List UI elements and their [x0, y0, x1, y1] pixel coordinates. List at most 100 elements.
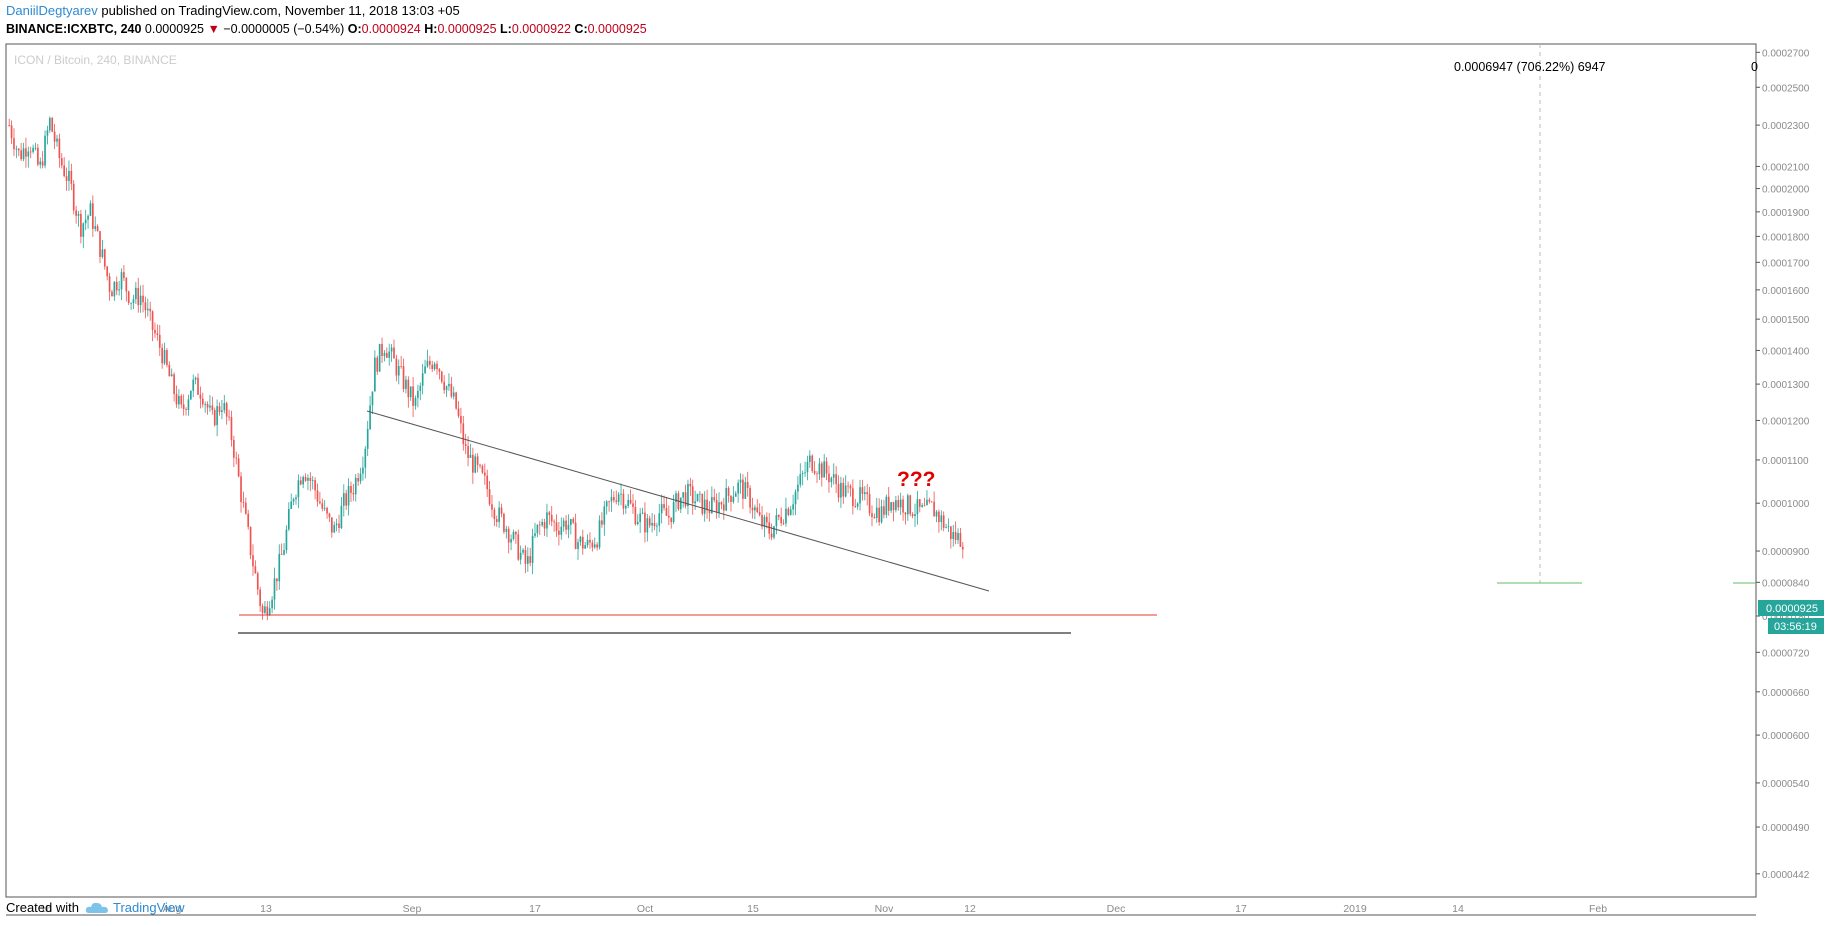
x-tick-label: 13	[260, 903, 272, 915]
candle-body	[734, 493, 737, 497]
candle-body	[106, 266, 109, 277]
footer: Created with TradingView	[6, 900, 185, 915]
candle-body	[837, 483, 840, 498]
candle-body	[345, 493, 348, 506]
candle-body	[178, 395, 180, 405]
candle-body	[715, 500, 718, 513]
candle-body	[204, 404, 207, 405]
candle-body	[302, 477, 305, 485]
candle-body	[51, 117, 54, 132]
candle-body	[689, 483, 692, 487]
tradingview-brand: TradingView	[112, 900, 185, 915]
candle-body	[503, 513, 505, 532]
y-tick-label: 0.0000540	[1762, 779, 1810, 790]
candle-body	[732, 496, 735, 502]
candle-body	[237, 458, 240, 477]
candle-body	[374, 357, 376, 392]
candle-body	[828, 473, 830, 483]
candle-body	[70, 170, 73, 184]
candle-body	[41, 161, 44, 166]
candle-body	[297, 480, 300, 498]
tradingview-link[interactable]: TradingView	[85, 900, 185, 915]
candle-body	[921, 505, 924, 507]
author-link[interactable]: DaniilDegtyarev	[6, 3, 98, 18]
candle-body	[476, 456, 479, 465]
down-arrow-icon: ▼	[207, 22, 220, 36]
candle-body	[928, 499, 931, 502]
y-tick-label: 0.0001000	[1762, 499, 1810, 510]
candle-body	[182, 404, 185, 410]
candle-body	[639, 513, 641, 522]
candle-body	[161, 347, 163, 364]
candle-body	[223, 403, 226, 411]
candle-body	[615, 500, 618, 502]
candle-body	[431, 364, 434, 370]
candle-body	[283, 550, 285, 555]
candle-body	[687, 483, 689, 507]
candle-body	[158, 334, 161, 348]
y-tick-label: 0.0001300	[1762, 380, 1810, 391]
candle-body	[672, 501, 675, 523]
candle-body	[352, 492, 355, 495]
candle-body	[414, 397, 417, 406]
y-tick-label: 0.0002500	[1762, 83, 1810, 94]
candle-body	[445, 386, 448, 391]
candle-body	[426, 360, 429, 367]
candle-body	[249, 526, 252, 556]
candle-body	[746, 482, 749, 489]
candle-body	[725, 487, 728, 511]
candle-body	[252, 555, 254, 567]
candle-body	[603, 506, 606, 525]
candle-body	[754, 507, 756, 511]
candle-body	[280, 553, 283, 555]
candle-body	[622, 493, 625, 509]
candle-body	[369, 405, 371, 430]
candle-body	[844, 485, 847, 497]
candle-body	[113, 281, 116, 297]
candle-body	[813, 470, 816, 474]
candle-body	[505, 528, 508, 532]
candle-body	[151, 311, 154, 331]
candle-body	[287, 508, 290, 530]
y-tick-label: 0.0001200	[1762, 416, 1810, 427]
candle-body	[775, 515, 778, 527]
x-tick-label: 17	[1235, 903, 1247, 915]
candle-body	[173, 374, 175, 395]
candle-body	[572, 519, 575, 523]
candle-body	[694, 501, 696, 504]
candle-body	[362, 467, 364, 474]
candle-body	[823, 461, 826, 478]
candle-body	[357, 477, 359, 482]
candle-body	[586, 539, 589, 546]
candle-body	[517, 534, 520, 560]
candle-body	[319, 501, 321, 504]
candle-body	[354, 477, 357, 495]
candle-body	[48, 117, 51, 131]
candle-body	[101, 249, 104, 257]
candle-body	[8, 125, 11, 126]
descending-trendline[interactable]	[366, 410, 990, 592]
candle-body	[118, 289, 120, 291]
chart-watermark: ICON / Bitcoin, 240, BINANCE	[14, 53, 177, 67]
candle-body	[770, 533, 773, 538]
candle-body	[768, 522, 771, 534]
candle-body	[895, 500, 897, 511]
candle-body	[400, 366, 402, 367]
candle-body	[347, 486, 350, 506]
candle-body	[228, 416, 230, 418]
candle-body	[393, 347, 395, 359]
candle-body	[737, 482, 739, 494]
candle-body	[957, 533, 959, 541]
candle-body	[256, 573, 259, 590]
candle-body	[890, 502, 892, 511]
candle-body	[268, 608, 271, 615]
y-tick-label: 0.0000442	[1762, 870, 1810, 881]
candle-body	[577, 542, 579, 549]
candle-body	[139, 295, 142, 306]
candle-body	[409, 386, 412, 398]
candle-body	[364, 448, 367, 468]
candle-body	[438, 369, 441, 372]
candle-body	[311, 480, 314, 481]
y-tick-label: 0.0000840	[1762, 578, 1810, 589]
